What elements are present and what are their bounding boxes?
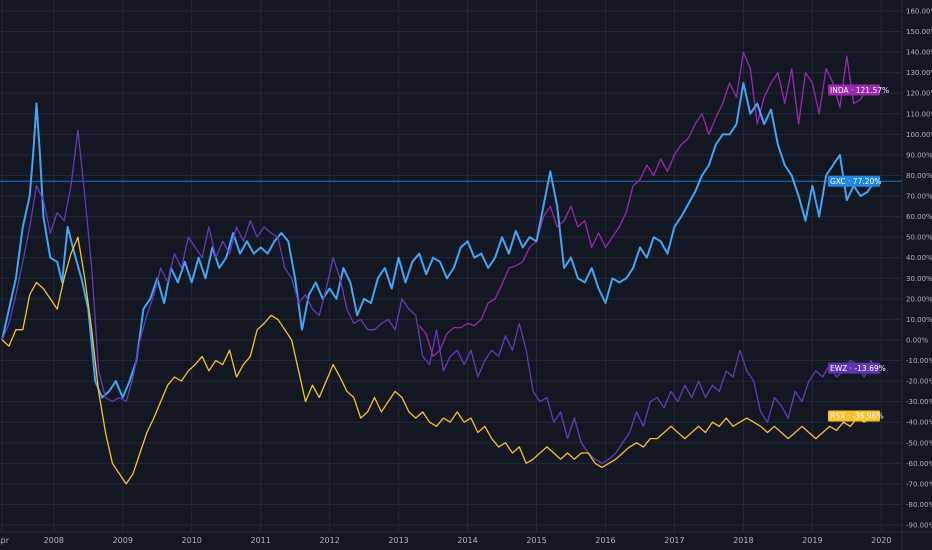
badge-bg-rsx xyxy=(828,410,880,422)
badge-label-inda: INDA · 121.57% xyxy=(830,86,889,95)
x-tick-label: 2015 xyxy=(526,536,546,545)
badge-gxc: GXC · 77.20% xyxy=(828,175,881,187)
x-tick-label: 2009 xyxy=(113,536,133,545)
x-tick-label: 2017 xyxy=(664,536,684,545)
badge-bg-ewz xyxy=(828,362,880,374)
y-tick-label: 30.00% xyxy=(906,275,932,283)
y-axis: 160.00% 150.00% 140.00% 130.00% 120.00% 110.0… xyxy=(906,8,932,530)
y-tick-label: -40.00% xyxy=(906,419,932,427)
badge-bg-gxc xyxy=(828,175,880,187)
y-tick-label: 50.00% xyxy=(906,234,932,242)
badge-rsx: RSX · -36.96% xyxy=(828,410,884,422)
x-tick-label: 2013 xyxy=(388,536,408,545)
x-tick-label: 2016 xyxy=(595,536,615,545)
y-tick-label: 20.00% xyxy=(906,295,932,303)
y-tick-label: 60.00% xyxy=(906,213,932,221)
y-tick-label: 150.00% xyxy=(906,28,932,36)
x-tick-label: 2020 xyxy=(871,536,891,545)
x-axis: Apr 2008 2009 2010 2011 2012 2013 2014 2015 2016 2… xyxy=(0,536,891,545)
badge-inda: INDA · 121.57% xyxy=(828,84,889,96)
series-line-rsx xyxy=(1,236,875,485)
x-tick-label: 2012 xyxy=(319,536,339,545)
x-tick-label: 2018 xyxy=(733,536,753,545)
y-tick-label: 130.00% xyxy=(906,69,932,77)
y-tick-label: -70.00% xyxy=(906,480,932,488)
y-tick-label: 90.00% xyxy=(906,151,932,159)
y-tick-label: -90.00% xyxy=(906,522,932,530)
x-tick-label: 2019 xyxy=(802,536,822,545)
y-tick-label: 160.00% xyxy=(906,8,932,16)
y-tick-label: 80.00% xyxy=(906,172,932,180)
badge-ewz: EWZ · -13.69% xyxy=(828,362,886,374)
x-tick-label: 2008 xyxy=(44,536,64,545)
y-tick-label: -60.00% xyxy=(906,460,932,468)
badge-bg-inda xyxy=(828,84,880,96)
y-tick-label: 40.00% xyxy=(906,254,932,262)
y-tick-label: 100.00% xyxy=(906,131,932,139)
y-tick-label: -30.00% xyxy=(906,398,932,406)
y-tick-label: 110.00% xyxy=(906,110,932,118)
series-layer xyxy=(1,51,876,485)
series-badges: INDA · 121.57% GXC · 77.20% EWZ · -13.69% R… xyxy=(828,84,889,422)
badge-label-gxc: GXC · 77.20% xyxy=(830,177,881,186)
x-tick-label: 2011 xyxy=(250,536,270,545)
x-tick-label: Apr xyxy=(0,536,10,545)
y-tick-label: -20.00% xyxy=(906,378,932,386)
y-tick-label: -10.00% xyxy=(906,357,932,365)
y-tick-label: 0.00% xyxy=(906,336,929,344)
series-line-gxc xyxy=(1,82,876,399)
y-tick-label: 10.00% xyxy=(906,316,932,324)
series-line-ewz xyxy=(1,129,875,464)
y-tick-label: -80.00% xyxy=(906,501,932,509)
badge-label-ewz: EWZ · -13.69% xyxy=(830,364,886,373)
badge-label-rsx: RSX · -36.96% xyxy=(830,412,884,421)
y-tick-label: 140.00% xyxy=(906,49,932,57)
y-tick-label: -50.00% xyxy=(906,439,932,447)
y-tick-label: 120.00% xyxy=(906,90,932,98)
series-line-inda xyxy=(418,51,875,358)
y-tick-label: 70.00% xyxy=(906,193,932,201)
x-tick-label: 2010 xyxy=(182,536,202,545)
x-tick-label: 2014 xyxy=(457,536,477,545)
